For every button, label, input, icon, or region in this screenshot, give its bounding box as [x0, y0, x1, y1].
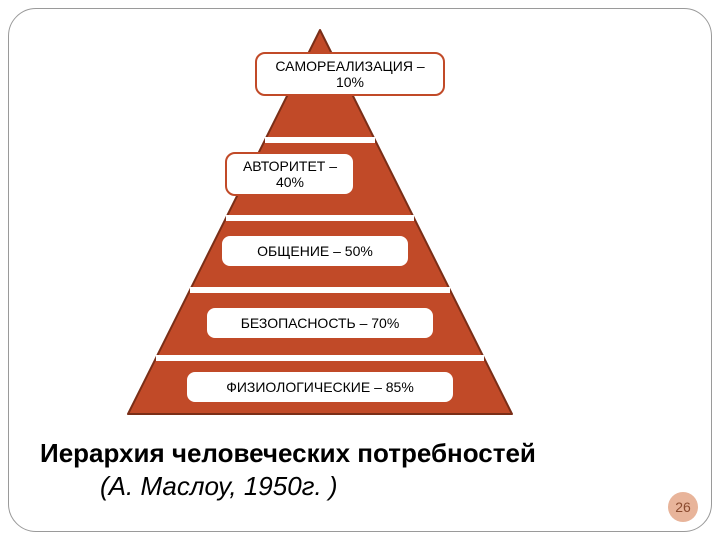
- pyramid-level-label: АВТОРИТЕТ – 40%: [231, 158, 349, 190]
- pyramid-level-esteem: АВТОРИТЕТ – 40%: [225, 152, 355, 196]
- pyramid-level-label: ОБЩЕНИЕ – 50%: [257, 243, 373, 259]
- pyramid-diagram: САМОРЕАЛИЗАЦИЯ – 10% АВТОРИТЕТ – 40% ОБЩ…: [120, 22, 520, 422]
- slide-title: Иерархия человеческих потребностей: [40, 438, 680, 469]
- pyramid-level-label: БЕЗОПАСНОСТЬ – 70%: [241, 315, 400, 331]
- pyramid-level-label: ФИЗИОЛОГИЧЕСКИЕ – 85%: [226, 379, 414, 395]
- pyramid-level-safety: БЕЗОПАСНОСТЬ – 70%: [205, 306, 435, 340]
- pyramid-level-self-actualization: САМОРЕАЛИЗАЦИЯ – 10%: [255, 52, 445, 96]
- pyramid-level-label: САМОРЕАЛИЗАЦИЯ – 10%: [261, 58, 439, 90]
- pyramid-level-physiological: ФИЗИОЛОГИЧЕСКИЕ – 85%: [185, 370, 455, 404]
- slide-title-block: Иерархия человеческих потребностей (А. М…: [40, 438, 680, 502]
- page-number: 26: [675, 499, 691, 515]
- pyramid-level-social: ОБЩЕНИЕ – 50%: [220, 234, 410, 268]
- page-number-badge: 26: [668, 492, 698, 522]
- slide-subtitle: (А. Маслоу, 1950г. ): [40, 471, 680, 502]
